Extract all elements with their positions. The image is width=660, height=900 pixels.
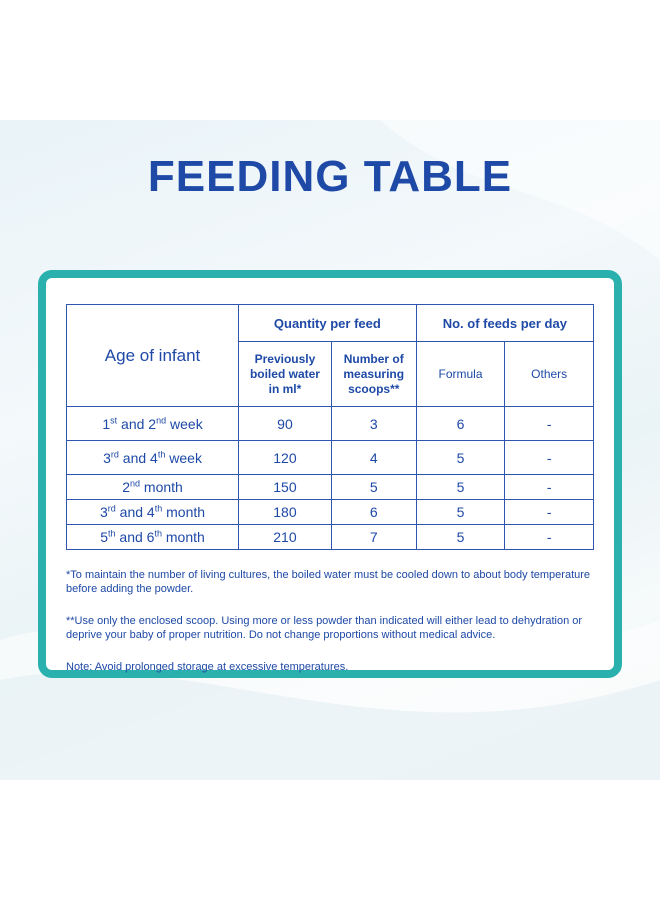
cell-others: - bbox=[504, 474, 594, 500]
cell-scoops: 6 bbox=[330, 499, 417, 525]
cell-age: 5th and 6th month bbox=[65, 524, 240, 550]
header-quantity-per-feed: Quantity per feed bbox=[238, 304, 417, 342]
table-row: 3rd and 4th month 180 6 5 - bbox=[65, 499, 594, 525]
footnote-cooling: *To maintain the number of living cultur… bbox=[66, 569, 591, 595]
header-scoops-line2: measuring bbox=[343, 366, 405, 381]
header-boiled-water: Previously boiled water in ml* bbox=[238, 341, 332, 407]
cell-water: 120 bbox=[238, 440, 332, 475]
footnote-scoop: **Use only the enclosed scoop. Using mor… bbox=[66, 615, 583, 641]
cell-age: 3rd and 4th week bbox=[65, 440, 240, 475]
cell-others: - bbox=[504, 406, 594, 441]
header-boiled-water-line1: Previously bbox=[254, 351, 316, 366]
cell-others: - bbox=[504, 499, 594, 525]
header-boiled-water-line3: in ml* bbox=[268, 381, 302, 396]
cell-scoops: 5 bbox=[330, 474, 417, 500]
cell-formula: 5 bbox=[415, 474, 506, 500]
table-row: 1st and 2nd week 90 3 6 - bbox=[65, 406, 594, 441]
feeding-table: Age of infant Quantity per feed No. of f… bbox=[65, 304, 595, 550]
cell-scoops: 4 bbox=[330, 440, 417, 475]
cell-water: 90 bbox=[238, 406, 332, 441]
cell-water: 210 bbox=[238, 524, 332, 550]
cell-water: 150 bbox=[238, 474, 332, 500]
cell-formula: 6 bbox=[415, 406, 506, 441]
cell-age: 1st and 2nd week bbox=[65, 406, 240, 441]
table-row: 3rd and 4th week 120 4 5 - bbox=[65, 440, 594, 475]
header-others: Others bbox=[504, 341, 594, 407]
header-scoops-line1: Number of bbox=[343, 351, 404, 366]
table-row: 5th and 6th month 210 7 5 - bbox=[65, 524, 594, 550]
feeding-table-card: Age of infant Quantity per feed No. of f… bbox=[38, 270, 622, 678]
cell-formula: 5 bbox=[415, 524, 506, 550]
cell-water: 180 bbox=[238, 499, 332, 525]
header-age-of-infant: Age of infant bbox=[65, 304, 240, 407]
header-measuring-scoops: Number of measuring scoops** bbox=[330, 341, 417, 407]
page-title: FEEDING TABLE bbox=[147, 152, 513, 201]
cell-others: - bbox=[504, 440, 594, 475]
header-formula: Formula bbox=[415, 341, 506, 407]
cell-scoops: 3 bbox=[330, 406, 417, 441]
cell-scoops: 7 bbox=[330, 524, 417, 550]
header-boiled-water-line2: boiled water bbox=[249, 366, 320, 381]
cell-age: 3rd and 4th month bbox=[65, 499, 240, 525]
header-feeds-per-day: No. of feeds per day bbox=[415, 304, 595, 342]
cell-age: 2nd month bbox=[65, 474, 240, 500]
cell-formula: 5 bbox=[415, 440, 506, 475]
cell-formula: 5 bbox=[415, 499, 506, 525]
header-scoops-line3: scoops** bbox=[348, 381, 400, 396]
cell-others: - bbox=[504, 524, 594, 550]
footnotes: *To maintain the number of living cultur… bbox=[66, 568, 596, 692]
table-row: 2nd month 150 5 5 - bbox=[65, 474, 594, 500]
footnote-storage: Note: Avoid prolonged storage at excessi… bbox=[66, 661, 349, 673]
